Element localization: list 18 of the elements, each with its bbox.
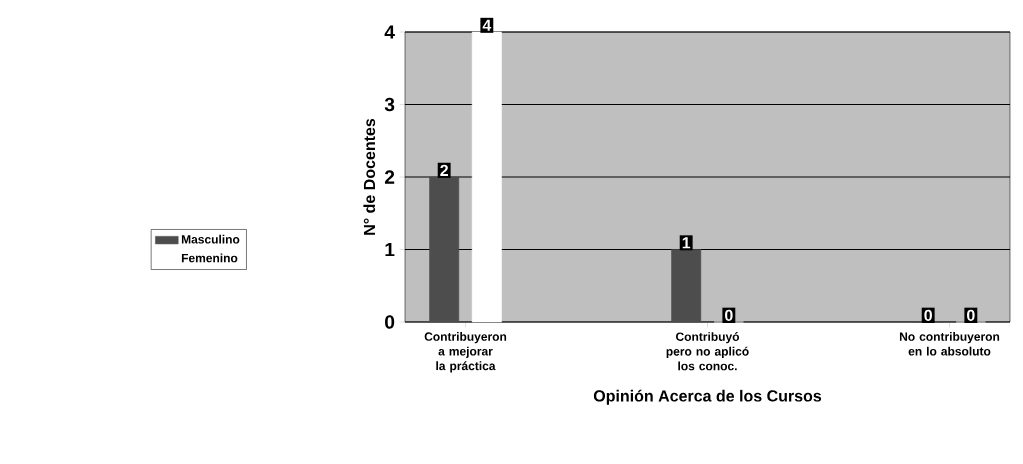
y-axis-title: N° de Docentes bbox=[363, 118, 376, 235]
x-axis-title: Opinión Acerca de los Cursos bbox=[593, 389, 822, 405]
data-label: 0 bbox=[924, 309, 932, 321]
data-label: 1 bbox=[682, 237, 691, 249]
x-tick-label: Contribuyó pero no aplicó los conoc. bbox=[666, 332, 749, 371]
y-tick-label: 0 bbox=[385, 315, 395, 329]
legend-label: Masculino bbox=[181, 234, 240, 244]
y-tick-label: 3 bbox=[384, 97, 395, 112]
data-label: 0 bbox=[967, 309, 975, 321]
data-label: 2 bbox=[440, 164, 448, 176]
y-tick-label: 4 bbox=[384, 25, 395, 39]
y-tick-label: 2 bbox=[384, 170, 395, 184]
y-tick-label: 1 bbox=[385, 242, 395, 257]
x-tick-label: Contribuyeron a mejorar la práctica bbox=[424, 332, 507, 373]
text: Femenino bbox=[181, 253, 238, 263]
data-label: 4 bbox=[482, 19, 492, 31]
x-tick-label: No contribuyeron en lo absoluto bbox=[899, 332, 1000, 356]
data-label: 0 bbox=[725, 309, 733, 321]
